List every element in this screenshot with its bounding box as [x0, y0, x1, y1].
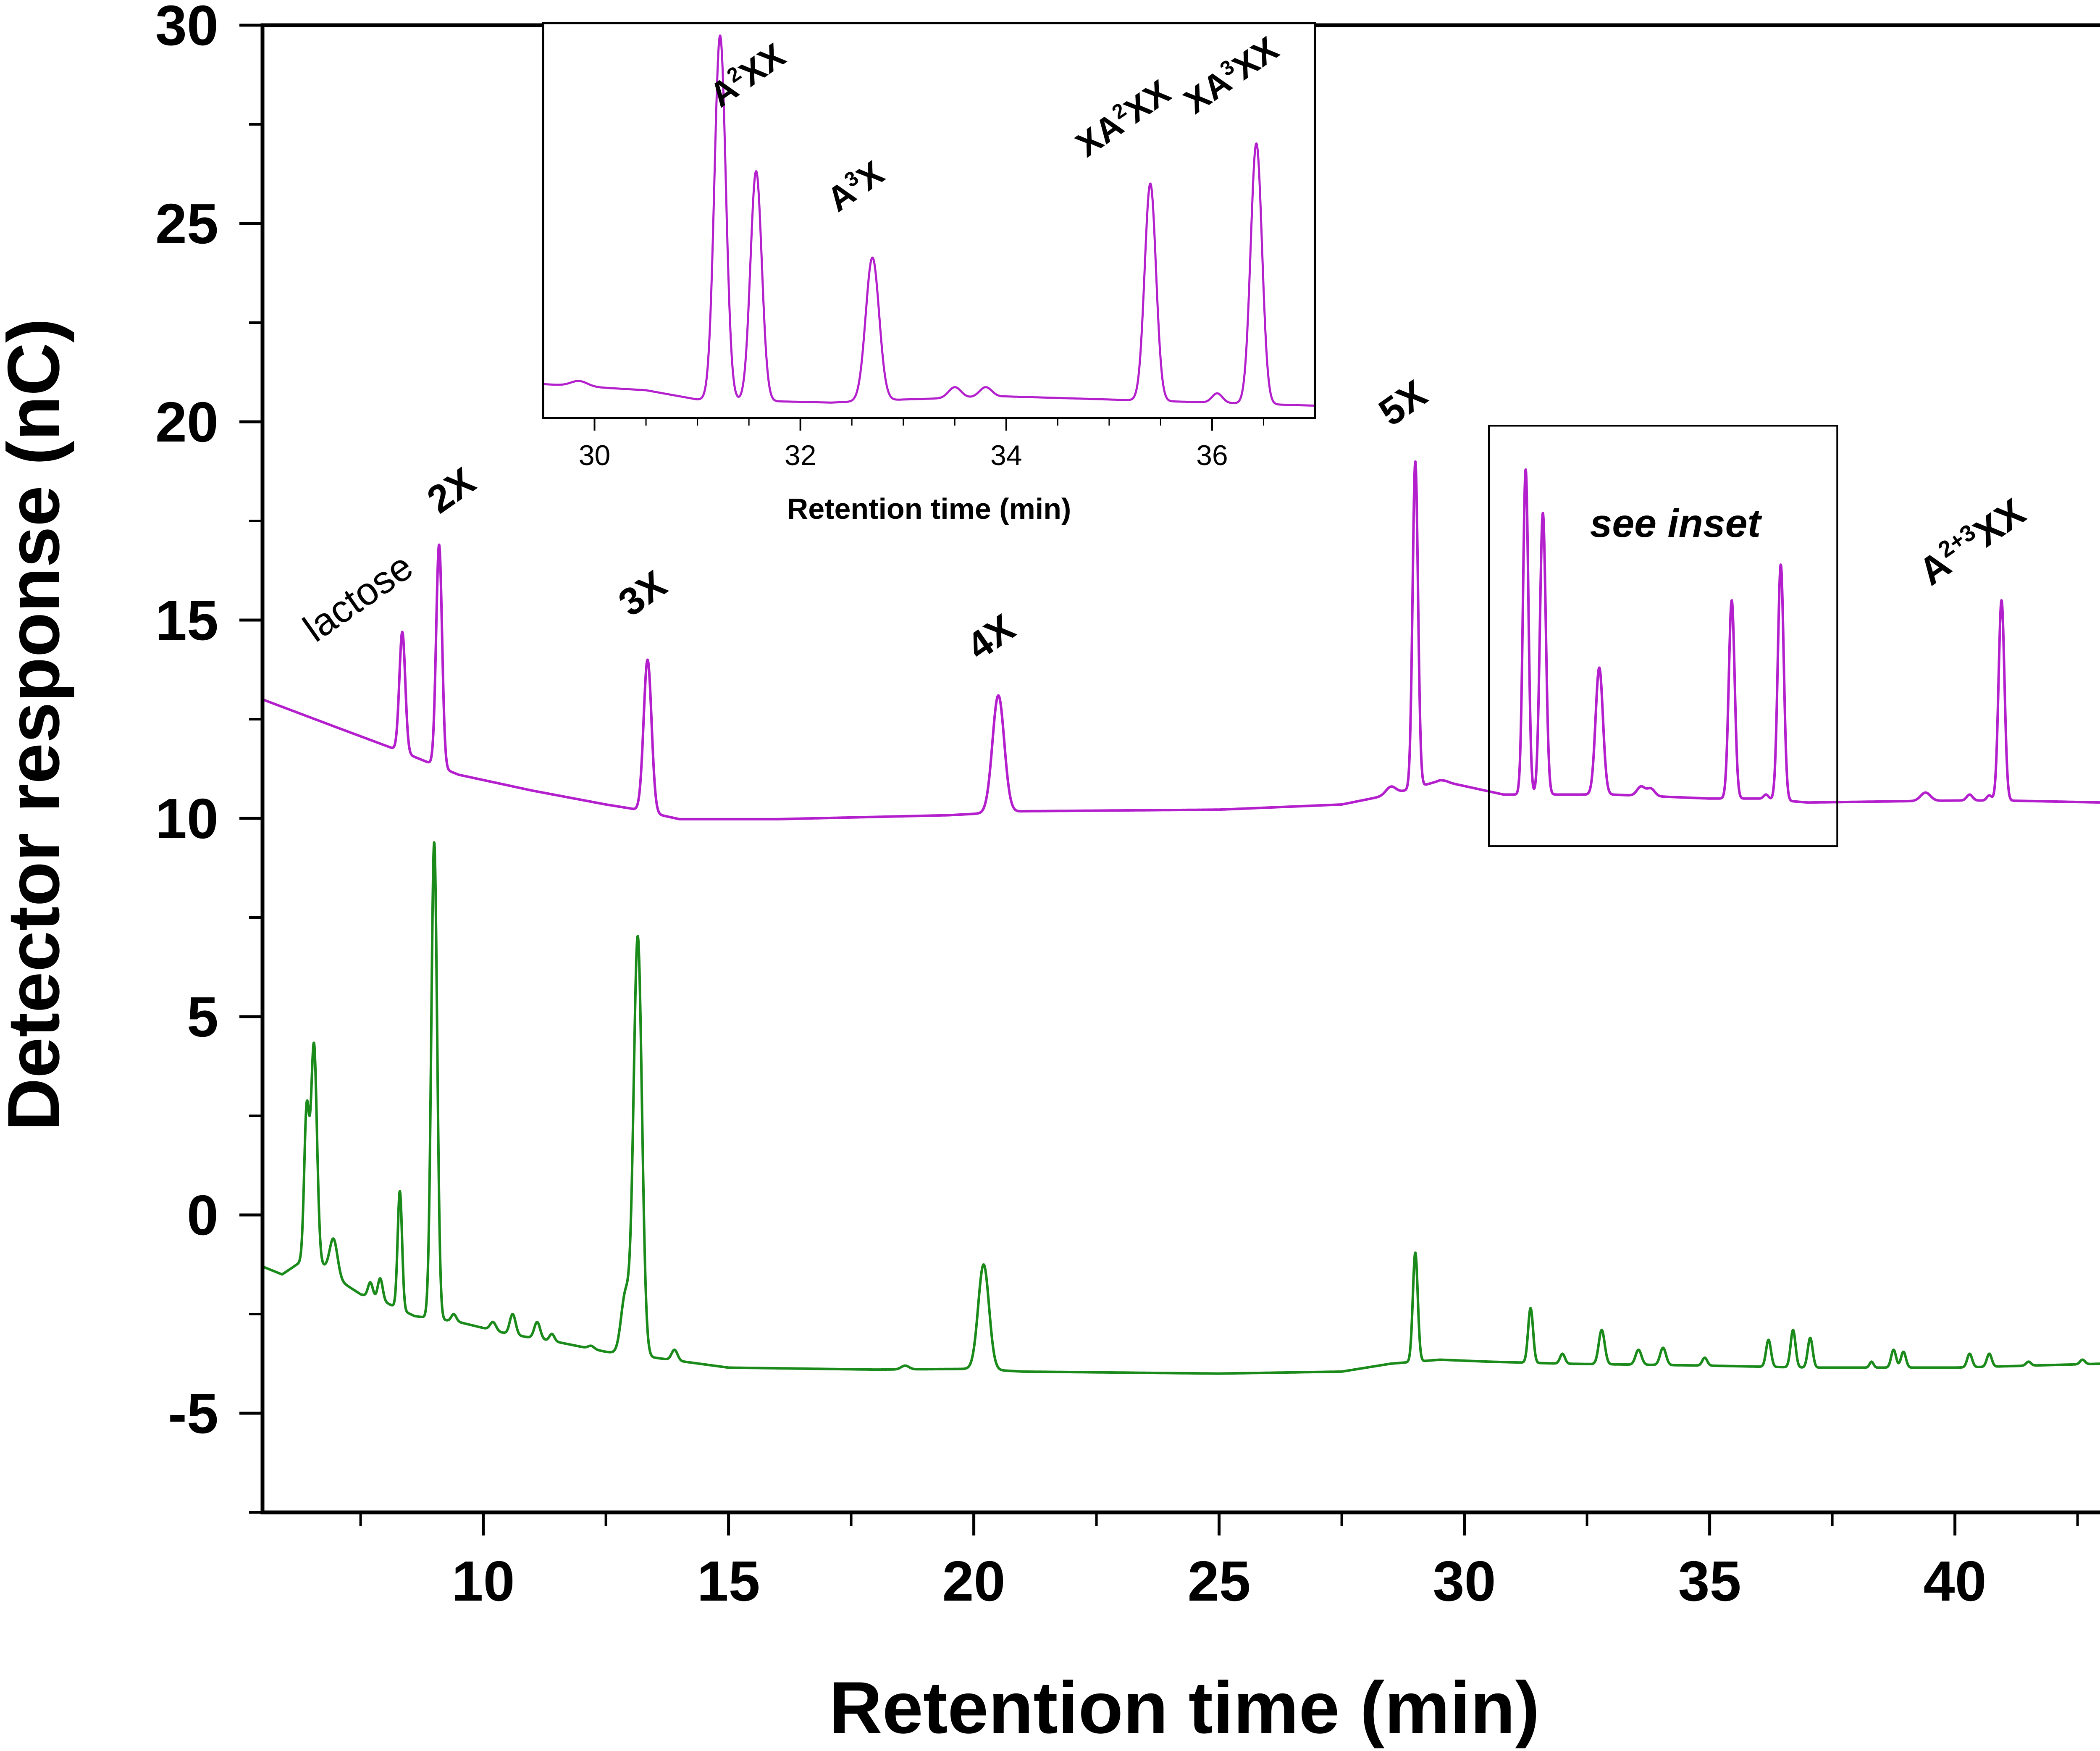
x-tick-label: 35 [1678, 1549, 1741, 1613]
inset-axis-ticks: 30 32 34 36 [579, 418, 1264, 471]
inset-series-line [542, 34, 1316, 407]
x-axis-title: Retention time (min) [829, 1667, 1540, 1749]
x-tick-label: 25 [1188, 1549, 1251, 1613]
x-tick-label: 15 [697, 1549, 760, 1613]
y-tick-label: 0 [187, 1183, 218, 1247]
y-tick-label: 10 [155, 787, 218, 850]
y-axis-title: Detector response (nC) [0, 318, 75, 1131]
inset-x-tick-label: 32 [785, 439, 816, 471]
main-axis-ticks: 10 15 20 25 30 35 40 -5 0 5 10 15 20 25 30 [155, 0, 2079, 1613]
peak-label-5: see inset [1590, 501, 1762, 546]
inset-x-tick-label: 36 [1196, 439, 1228, 471]
series-line-green [261, 841, 2100, 1375]
x-tick-label: 20 [942, 1549, 1005, 1613]
inset-region-box [1488, 425, 1838, 847]
y-tick-label: 25 [155, 192, 218, 255]
x-tick-label: 40 [1924, 1549, 1987, 1613]
inset-background [543, 23, 1315, 418]
y-tick-label: 20 [155, 390, 218, 454]
inset-plot-frame [542, 22, 1316, 419]
main-series [261, 425, 2100, 1375]
inset-series [542, 34, 1316, 407]
inset-x-tick-label: 34 [990, 439, 1022, 471]
inset-x-axis-title: Retention time (min) [787, 492, 1071, 525]
x-tick-label: 30 [1433, 1549, 1496, 1613]
x-tick-label: 10 [452, 1549, 515, 1613]
y-tick-label: -5 [168, 1382, 218, 1445]
y-tick-label: 5 [187, 985, 218, 1049]
inset-x-tick-label: 30 [579, 439, 611, 471]
y-tick-label: 30 [155, 0, 218, 57]
series-line-purple [261, 460, 2100, 820]
y-tick-label: 15 [155, 589, 218, 652]
